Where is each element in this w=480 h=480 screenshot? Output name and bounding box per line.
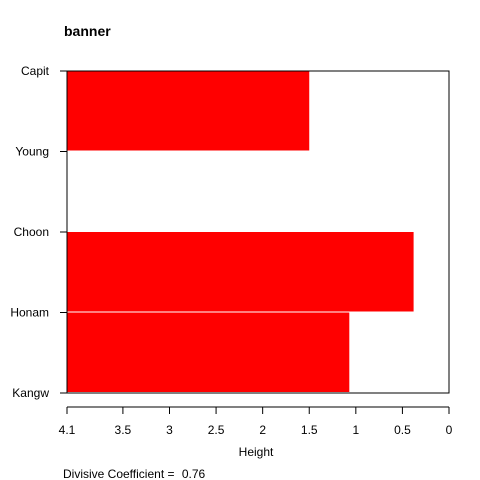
divisive-coefficient-value: 0.76 — [182, 467, 206, 480]
chart-title: banner — [64, 23, 111, 39]
x-tick-label-4: 2 — [259, 423, 266, 437]
x-axis: 4.1 3.5 3 2.5 2 1.5 1 0.5 0 — [59, 406, 453, 437]
x-tick-label-5: 1.5 — [301, 423, 318, 437]
x-tick-label-6: 1 — [352, 423, 359, 437]
x-tick-label-8: 0 — [446, 423, 453, 437]
bars-group — [67, 71, 414, 392]
y-tick-label-kangw: Kangw — [12, 386, 49, 400]
x-tick-label-1: 3.5 — [115, 423, 132, 437]
y-tick-label-choon: Choon — [14, 225, 49, 239]
x-tick-label-3: 2.5 — [208, 423, 225, 437]
y-tick-label-young: Young — [15, 145, 49, 159]
bar-choon — [67, 232, 414, 312]
divisive-coefficient-label: Divisive Coefficient = — [63, 467, 178, 480]
x-tick-label-2: 3 — [166, 423, 173, 437]
y-tick-label-capit: Capit — [21, 64, 50, 78]
y-axis: Capit Young Choon Honam Kangw — [10, 64, 67, 400]
bar-honam — [67, 312, 350, 392]
x-tick-label-7: 0.5 — [394, 423, 411, 437]
divisive-coefficient: Divisive Coefficient = 0.76 — [63, 467, 206, 480]
x-axis-title: Height — [239, 445, 274, 459]
x-tick-label-0: 4.1 — [59, 423, 76, 437]
bar-capit — [67, 71, 310, 151]
y-tick-label-honam: Honam — [10, 306, 49, 320]
